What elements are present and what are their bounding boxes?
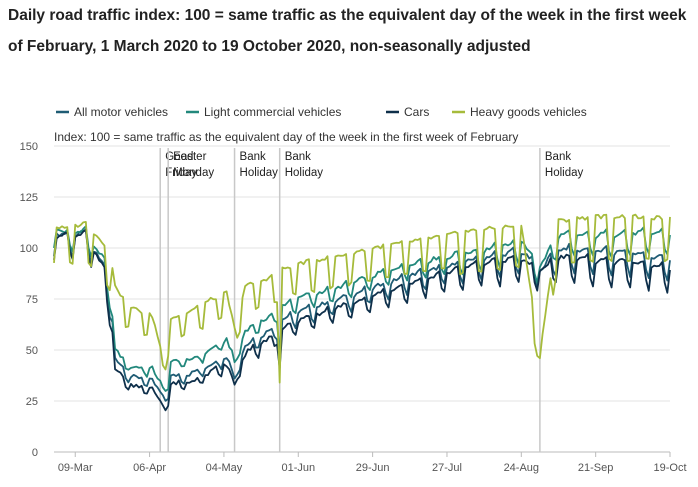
- legend-label: All motor vehicles: [74, 105, 168, 119]
- annotation-label: Holiday: [285, 167, 324, 179]
- x-tick-label: 19-Oct: [653, 462, 686, 474]
- y-tick-label: 0: [32, 447, 38, 459]
- y-tick-label: 100: [20, 243, 38, 255]
- annotation-label: Bank: [240, 151, 266, 163]
- legend-label: Heavy goods vehicles: [470, 105, 587, 119]
- x-tick-label: 27-Jul: [432, 462, 462, 474]
- y-tick-label: 75: [26, 294, 38, 306]
- x-tick-label: 29-Jun: [356, 462, 390, 474]
- annotations: Good Friday Easter Monday Bank Holiday Bank Hol…: [159, 148, 584, 452]
- legend-label: Cars: [404, 105, 429, 119]
- annotation-label: Holiday: [240, 167, 279, 179]
- annotation-label: Bank: [285, 151, 311, 163]
- series-line: [53, 225, 671, 392]
- series-line: [53, 213, 671, 384]
- x-tick-label: 21-Sep: [578, 462, 613, 474]
- legend-label: Light commercial vehicles: [204, 105, 341, 119]
- gridlines: [54, 145, 670, 453]
- annotation-label: Holiday: [545, 167, 584, 179]
- series-line: [53, 230, 671, 402]
- annotation-label: Bank: [545, 151, 571, 163]
- x-tick-label: 01-Jun: [281, 462, 315, 474]
- annotation-label: Monday: [173, 167, 214, 179]
- annotation-label: Good: [165, 151, 193, 163]
- series-line: [53, 228, 671, 412]
- legend: All motor vehicles Light commercial vehic…: [56, 105, 587, 119]
- x-tick-label: 09-Mar: [58, 462, 93, 474]
- series-lines: [53, 213, 671, 412]
- x-axis: 09-Mar 06-Apr 04-May 01-Jun 29-Jun 27-Jul 24-A…: [54, 451, 687, 474]
- x-tick-label: 06-Apr: [133, 462, 166, 474]
- y-tick-label: 25: [26, 396, 38, 408]
- y-axis: 0 25 50 75 100 125 150: [20, 141, 38, 459]
- x-tick-label: 04-May: [206, 462, 243, 474]
- y-tick-label: 150: [20, 141, 38, 153]
- chart-subtitle: Index: 100 = same traffic as the equival…: [54, 130, 518, 144]
- y-tick-label: 125: [20, 192, 38, 204]
- y-tick-label: 50: [26, 345, 38, 357]
- annotation-label: Friday: [165, 167, 197, 179]
- chart-title: Daily road traffic index: 100 = same tra…: [8, 7, 687, 55]
- annotation-label: Easter: [173, 151, 206, 163]
- x-tick-label: 24-Aug: [504, 462, 539, 474]
